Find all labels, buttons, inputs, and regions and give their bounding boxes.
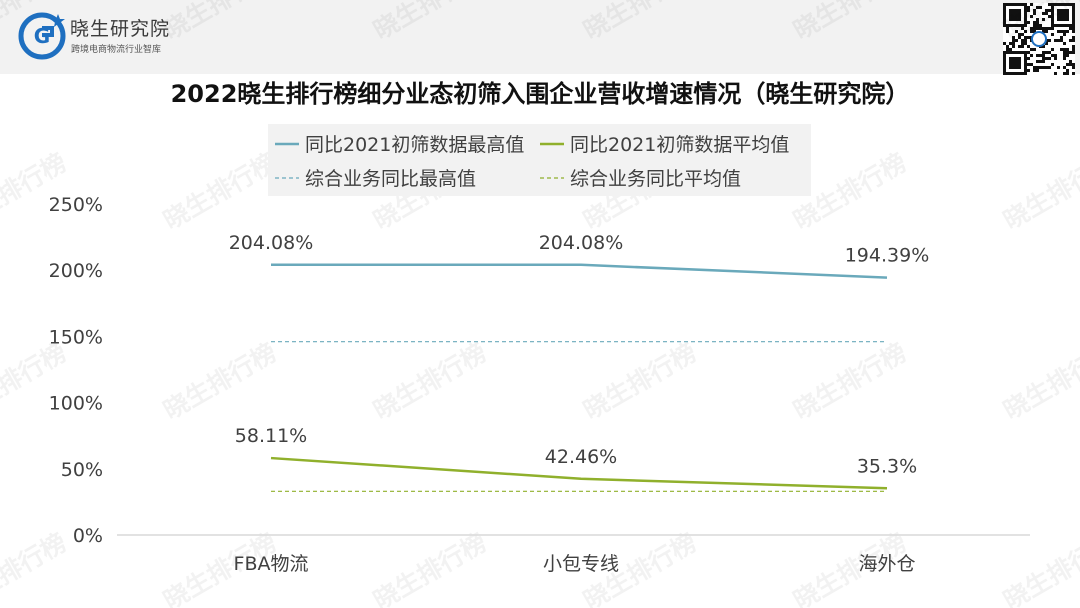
legend-background [268,124,811,196]
chart-title: 2022晓生排行榜细分业态初筛入围企业营收增速情况（晓生研究院） [170,80,910,108]
watermark-text: 晓生排行榜 [789,0,912,45]
watermark-text: 晓生排行榜 [0,0,71,45]
y-tick-label: 0% [73,525,103,547]
legend-label: 综合业务同比最高值 [305,168,476,190]
watermark-text: 晓生排行榜 [999,338,1080,426]
legend-label: 同比2021初筛数据最高值 [305,134,524,156]
data-label: 42.46% [545,446,617,468]
brand-tagline: 跨境电商物流行业智库 [71,45,162,55]
legend-label: 综合业务同比平均值 [570,168,741,190]
y-tick-label: 150% [49,326,103,348]
y-tick-label: 200% [49,260,103,282]
x-tick-label: 海外仓 [858,553,915,575]
y-tick-label: 100% [49,393,103,415]
watermark-text: 晓生排行榜 [999,528,1080,608]
watermark-text: 晓生排行榜 [579,0,702,45]
data-label: 204.08% [539,232,624,254]
series-line [270,456,888,490]
watermark-text: 晓生排行榜 [999,148,1080,236]
watermark-text: 晓生排行榜 [999,0,1080,45]
watermark-text: 晓生排行榜 [369,0,492,45]
series-line [271,263,888,279]
y-tick-label: 50% [61,459,103,481]
watermark-text: 晓生排行榜 [369,338,492,426]
watermark-text: 晓生排行榜 [159,0,282,45]
watermark-text: 晓生排行榜 [579,338,702,426]
series-layer: 204.08% 204.08% 194.39% 58.11% 42.46% 35.3% [229,232,930,492]
qr-code-icon [1003,3,1075,75]
data-label: 204.08% [229,232,314,254]
brand-name: 晓生研究院 [70,18,171,40]
data-label: 194.39% [845,245,930,267]
data-label: 58.11% [235,425,307,447]
watermark-text: 晓生排行榜 [0,528,71,608]
watermark-text: 晓生排行榜 [789,338,912,426]
y-tick-label: 250% [49,194,103,216]
watermark-text: 晓生排行榜 [159,338,282,426]
logo-letter: G [34,24,50,48]
header-bar: G 晓生研究院 跨境电商物流行业智库 [0,0,1080,75]
chart-axes: 0% 50% 100% 150% 200% 250% FBA物流 小包专线 海外仓 [49,194,1030,575]
x-tick-label: 小包专线 [543,553,619,575]
watermark-text: 晓生排行榜 [159,148,282,236]
brand-logo-icon: G [18,12,66,60]
legend-label: 同比2021初筛数据平均值 [570,134,789,156]
watermark-text: 晓生排行榜 [0,148,71,236]
data-label: 35.3% [857,455,917,477]
x-tick-label: FBA物流 [234,553,309,575]
watermark-text: 晓生排行榜 [369,528,492,608]
